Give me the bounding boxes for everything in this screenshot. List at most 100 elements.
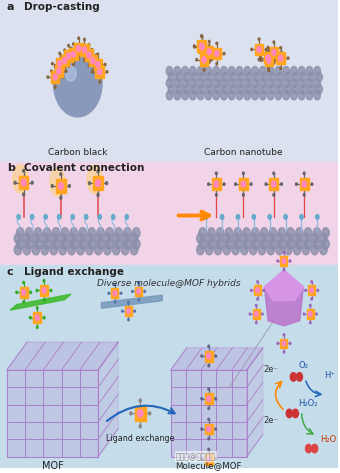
Circle shape bbox=[216, 51, 218, 53]
Circle shape bbox=[223, 85, 229, 94]
Circle shape bbox=[205, 245, 213, 255]
Circle shape bbox=[184, 85, 190, 94]
Text: b: b bbox=[7, 164, 15, 174]
Circle shape bbox=[201, 51, 203, 53]
Circle shape bbox=[66, 66, 76, 81]
Circle shape bbox=[311, 298, 312, 300]
Circle shape bbox=[257, 298, 258, 300]
Ellipse shape bbox=[13, 165, 28, 193]
Circle shape bbox=[258, 245, 266, 255]
Circle shape bbox=[201, 428, 203, 430]
Circle shape bbox=[208, 365, 209, 367]
Circle shape bbox=[280, 67, 282, 70]
Circle shape bbox=[50, 233, 57, 244]
Circle shape bbox=[78, 37, 80, 39]
Bar bbox=[212, 178, 221, 190]
Circle shape bbox=[266, 48, 267, 51]
Circle shape bbox=[269, 72, 276, 81]
Circle shape bbox=[66, 62, 68, 65]
Circle shape bbox=[236, 66, 243, 76]
Circle shape bbox=[223, 245, 231, 255]
Circle shape bbox=[95, 233, 102, 244]
Bar bbox=[51, 71, 60, 83]
Circle shape bbox=[208, 438, 209, 440]
Text: 2e⁻: 2e⁻ bbox=[263, 365, 278, 374]
Circle shape bbox=[68, 44, 69, 47]
Circle shape bbox=[285, 85, 291, 94]
Circle shape bbox=[97, 228, 104, 238]
Circle shape bbox=[87, 52, 91, 58]
Circle shape bbox=[311, 233, 318, 244]
Circle shape bbox=[267, 79, 274, 88]
Circle shape bbox=[149, 412, 151, 415]
Circle shape bbox=[32, 233, 39, 244]
Circle shape bbox=[34, 228, 42, 238]
Circle shape bbox=[278, 228, 285, 238]
Circle shape bbox=[289, 260, 291, 262]
Circle shape bbox=[92, 49, 94, 52]
Circle shape bbox=[78, 58, 80, 60]
Circle shape bbox=[202, 57, 206, 62]
Circle shape bbox=[267, 245, 274, 255]
Bar bbox=[239, 178, 248, 190]
Circle shape bbox=[61, 228, 69, 238]
Circle shape bbox=[252, 91, 258, 100]
Text: Carbon black: Carbon black bbox=[48, 148, 107, 157]
Circle shape bbox=[84, 38, 85, 41]
Bar bbox=[0, 265, 338, 468]
Circle shape bbox=[71, 215, 74, 219]
Circle shape bbox=[190, 79, 196, 88]
Circle shape bbox=[238, 85, 245, 94]
Circle shape bbox=[120, 292, 122, 294]
Circle shape bbox=[273, 172, 275, 175]
Circle shape bbox=[223, 183, 225, 185]
Circle shape bbox=[60, 173, 62, 175]
Circle shape bbox=[292, 409, 299, 418]
Circle shape bbox=[205, 66, 211, 76]
Circle shape bbox=[254, 72, 260, 81]
Circle shape bbox=[200, 43, 204, 49]
Circle shape bbox=[215, 72, 221, 81]
Circle shape bbox=[215, 85, 221, 94]
Bar bbox=[74, 43, 83, 54]
Circle shape bbox=[231, 72, 237, 81]
Circle shape bbox=[106, 228, 113, 238]
Circle shape bbox=[285, 233, 292, 244]
Circle shape bbox=[308, 85, 314, 94]
Circle shape bbox=[312, 444, 318, 453]
Circle shape bbox=[235, 183, 236, 185]
Circle shape bbox=[285, 72, 291, 81]
Circle shape bbox=[114, 301, 116, 303]
Circle shape bbox=[215, 428, 217, 430]
Circle shape bbox=[113, 233, 120, 244]
Circle shape bbox=[207, 426, 211, 432]
Bar bbox=[55, 58, 64, 70]
Circle shape bbox=[184, 72, 190, 81]
Circle shape bbox=[208, 407, 209, 410]
Circle shape bbox=[106, 70, 108, 73]
Circle shape bbox=[130, 245, 138, 255]
Circle shape bbox=[316, 215, 319, 219]
Bar bbox=[64, 50, 73, 61]
Circle shape bbox=[278, 239, 285, 249]
Circle shape bbox=[80, 53, 82, 55]
Polygon shape bbox=[247, 348, 263, 457]
Circle shape bbox=[204, 215, 208, 219]
Circle shape bbox=[82, 47, 87, 53]
Circle shape bbox=[314, 91, 321, 100]
Circle shape bbox=[322, 239, 329, 249]
Circle shape bbox=[190, 66, 196, 76]
Circle shape bbox=[42, 288, 46, 293]
Circle shape bbox=[16, 228, 24, 238]
Circle shape bbox=[215, 355, 217, 357]
Circle shape bbox=[225, 239, 233, 249]
Circle shape bbox=[104, 233, 111, 244]
Circle shape bbox=[292, 85, 299, 94]
Circle shape bbox=[275, 79, 282, 88]
Circle shape bbox=[246, 85, 252, 94]
Circle shape bbox=[236, 91, 243, 100]
Circle shape bbox=[254, 312, 258, 316]
Circle shape bbox=[201, 355, 203, 357]
Bar bbox=[61, 55, 69, 66]
Circle shape bbox=[208, 448, 209, 450]
